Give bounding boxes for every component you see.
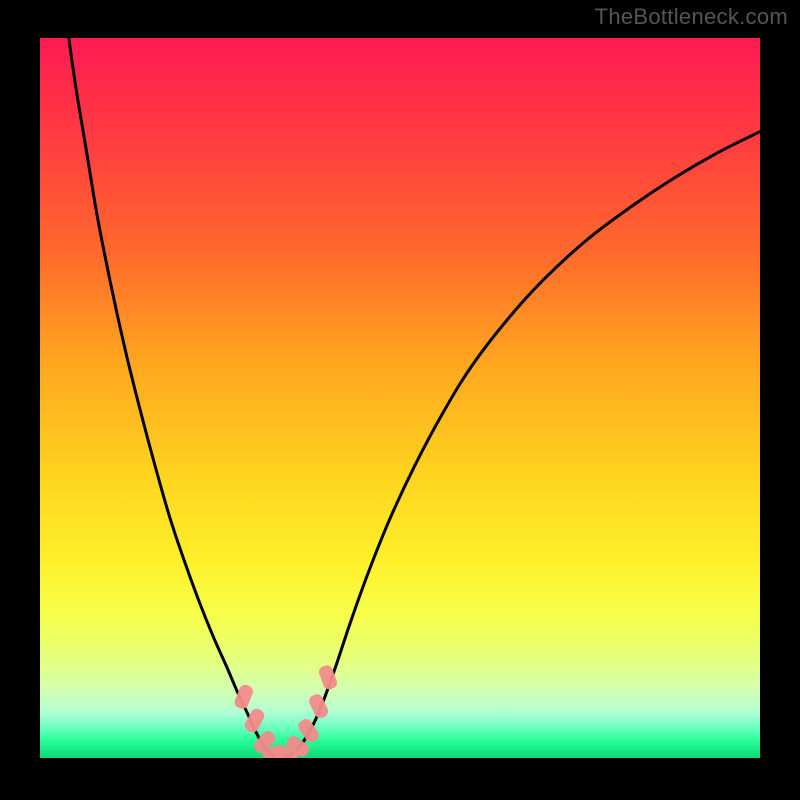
- watermark-text: TheBottleneck.com: [595, 4, 788, 30]
- stage: TheBottleneck.com: [0, 0, 800, 800]
- plot-area: [40, 38, 760, 758]
- bottleneck-chart: [40, 38, 760, 758]
- gradient-background: [40, 38, 760, 758]
